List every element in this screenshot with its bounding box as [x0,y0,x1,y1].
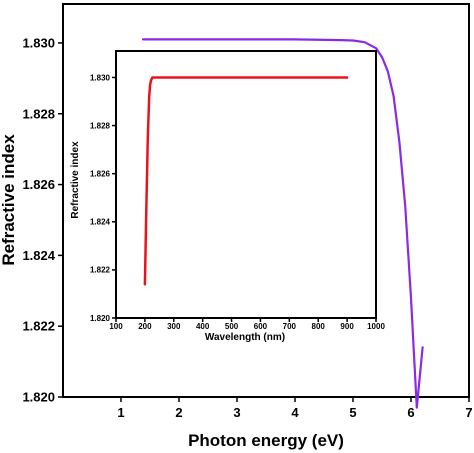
inset-x-tick-label: 600 [254,322,268,331]
main-plot-frame [62,3,470,398]
inset-x-tick-label: 900 [340,322,354,331]
main-series [141,38,424,409]
main-x-tick-label: 4 [291,405,299,420]
inset-x-tick-label: 100 [109,322,123,331]
inset-x-tick-label: 300 [167,322,181,331]
main-x-axis-title: Photon energy (eV) [188,431,344,450]
inset-series [143,76,349,286]
inset-background [116,51,376,318]
inset-plot-frame [115,50,377,319]
main-y-tick-label: 1.822 [22,319,55,334]
main-y-axis-title: Refractive index [0,134,18,266]
inset-x-tick-label: 1000 [367,322,385,331]
inset-y-axis-title: Refractive index [70,141,81,219]
inset-x-tick-label: 400 [196,322,210,331]
inset-series-line [143,76,349,286]
inset-x-tick-label: 200 [138,322,152,331]
inset-y-tick-label: 1.828 [90,121,111,130]
inset-x-tick-label: 500 [225,322,239,331]
main-series-line [141,38,424,409]
main-x-tick-label: 7 [465,405,472,420]
main-y-tick-label: 1.828 [22,106,55,121]
inset-y-tick-label: 1.822 [90,266,111,275]
main-y-tick-label: 1.826 [22,177,55,192]
inset-y-tick-label: 1.830 [90,73,111,82]
main-x-tick-label: 2 [175,405,182,420]
main-x-tick-label: 6 [407,405,414,420]
inset-chart: 100 200 300 400 500 600 700 800 900 1000 1.820 1.82… [70,50,385,343]
main-x-tick-label: 1 [117,405,124,420]
main-y-tick-label: 1.820 [22,390,55,405]
inset-x-tick-label: 700 [283,322,297,331]
inset-ticks: 100 200 300 400 500 600 700 800 900 1000 1.820 1.82… [90,73,385,331]
main-x-tick-label: 5 [349,405,356,420]
inset-y-tick-label: 1.824 [90,218,111,227]
main-ticks: 1 2 3 4 5 6 7 1.820 1.822 1.824 1.826 1.828 1.830 [22,35,472,420]
main-y-tick-label: 1.824 [22,248,55,263]
main-x-tick-label: 3 [233,405,240,420]
inset-x-axis-title: Wavelength (nm) [205,332,285,343]
inset-y-tick-label: 1.826 [90,169,111,178]
main-chart: 1 2 3 4 5 6 7 1.820 1.822 1.824 1.826 1.828 1.830 Ph… [0,3,473,450]
main-y-tick-label: 1.830 [22,35,55,50]
inset-y-tick-label: 1.820 [90,314,111,323]
inset-x-tick-label: 800 [312,322,326,331]
